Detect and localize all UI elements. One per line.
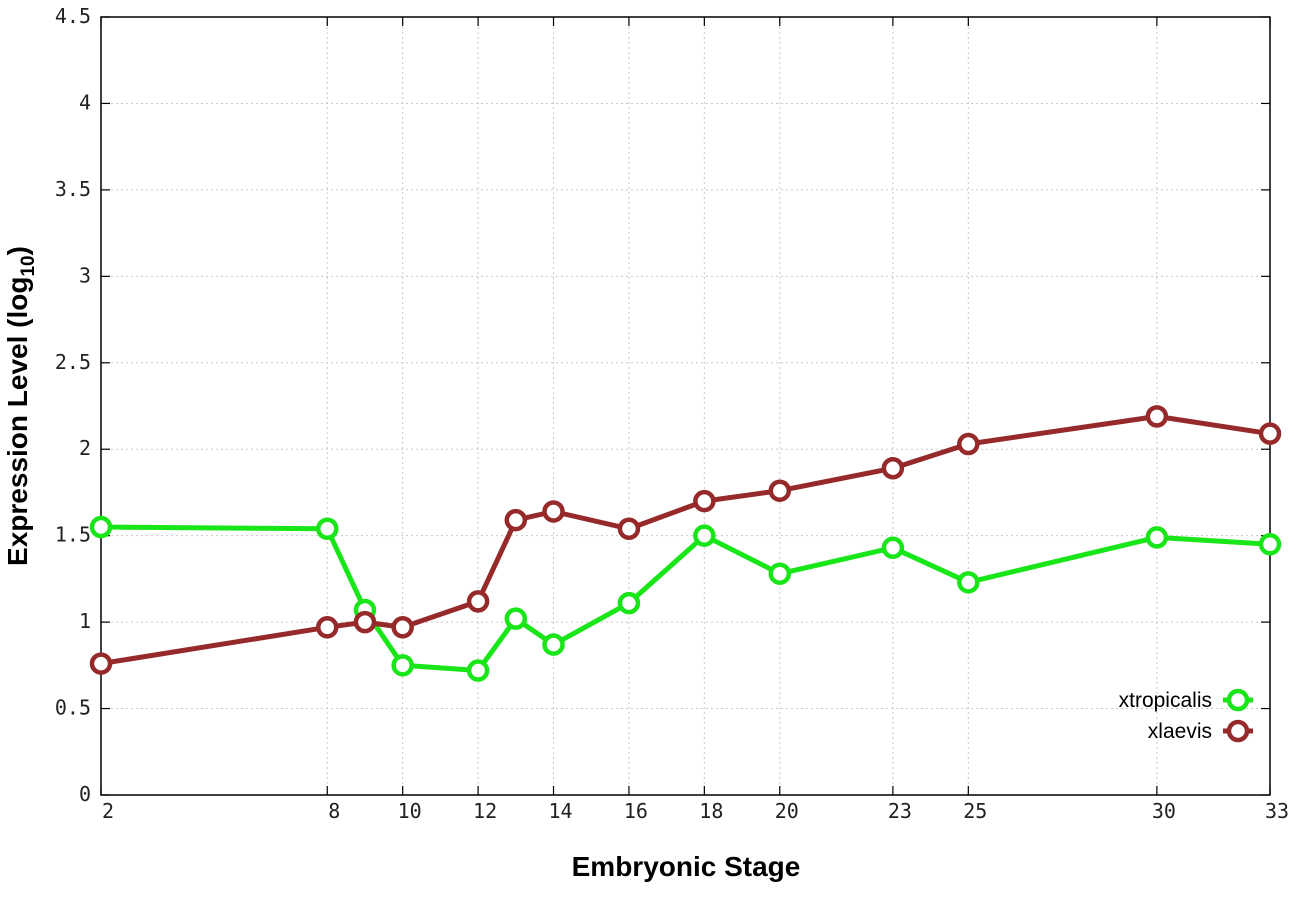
y-tick-label: 4 bbox=[79, 90, 91, 114]
y-tick-label: 1 bbox=[79, 609, 91, 633]
series bbox=[89, 405, 1282, 682]
x-tick-label: 16 bbox=[624, 799, 648, 823]
y-axis-title: Expression Level (log10) bbox=[2, 246, 39, 566]
y-axis-title-subscript: 10 bbox=[18, 255, 39, 276]
x-tick-label: 20 bbox=[775, 799, 799, 823]
series-line-xlaevis bbox=[100, 413, 1271, 667]
data-point-xlaevis bbox=[881, 456, 905, 480]
x-axis-tick-labels: 2 8 10 12 14 16 18 20 23 25 30 33 bbox=[102, 799, 1289, 823]
data-point-xlaevis bbox=[768, 479, 792, 502]
data-point-xtropicalis bbox=[693, 524, 716, 547]
legend-marker-xlaevis bbox=[1226, 719, 1250, 743]
data-point-xlaevis bbox=[391, 616, 414, 639]
x-tick-label: 8 bbox=[328, 799, 340, 823]
y-tick-label: 2.5 bbox=[55, 350, 91, 374]
legend-label-xlaevis: xlaevis bbox=[1148, 720, 1212, 743]
data-point-xlaevis bbox=[353, 610, 377, 634]
data-point-xlaevis bbox=[89, 652, 113, 675]
y-tick-label: 4.5 bbox=[55, 4, 91, 28]
data-point-xlaevis bbox=[693, 489, 716, 513]
data-point-xlaevis bbox=[542, 500, 565, 523]
x-tick-label: 33 bbox=[1265, 799, 1289, 823]
y-axis-title-close: ) bbox=[2, 246, 33, 255]
x-tick-label: 10 bbox=[398, 799, 422, 823]
y-tick-label: 2 bbox=[79, 436, 91, 460]
x-tick-label: 30 bbox=[1152, 799, 1176, 823]
grid bbox=[101, 17, 1270, 795]
data-point-xtropicalis bbox=[617, 591, 641, 615]
legend-label-xtropicalis: xtropicalis bbox=[1119, 689, 1212, 712]
legend-marker-xtropicalis bbox=[1226, 688, 1250, 712]
data-point-xtropicalis bbox=[1258, 533, 1282, 556]
legend: xtropicalis xlaevis bbox=[1119, 688, 1253, 743]
x-tick-label: 12 bbox=[473, 799, 497, 823]
x-tick-label: 25 bbox=[963, 799, 987, 823]
y-tick-label: 3 bbox=[79, 263, 91, 287]
y-tick-label: 0 bbox=[79, 782, 91, 806]
data-point-xtropicalis bbox=[542, 633, 565, 656]
tick-marks bbox=[100, 16, 1271, 796]
data-point-xtropicalis bbox=[391, 654, 414, 677]
y-axis-tick-labels: 0 0.5 1 1.5 2 2.5 3 3.5 4 4.5 bbox=[55, 4, 91, 806]
data-point-xtropicalis bbox=[957, 571, 980, 594]
data-point-xlaevis bbox=[1258, 422, 1282, 445]
x-tick-label: 2 bbox=[102, 799, 114, 823]
data-point-xlaevis bbox=[957, 432, 980, 456]
data-point-xlaevis bbox=[466, 590, 490, 613]
plot-frame bbox=[100, 16, 1271, 796]
y-tick-label: 0.5 bbox=[55, 696, 91, 720]
series-line-xtropicalis bbox=[100, 524, 1271, 673]
data-point-xlaevis bbox=[617, 517, 641, 541]
x-tick-label: 18 bbox=[699, 799, 723, 823]
data-point-xtropicalis bbox=[768, 562, 792, 585]
x-tick-label: 23 bbox=[888, 799, 912, 823]
data-point-xtropicalis bbox=[504, 607, 528, 630]
data-point-xtropicalis bbox=[1145, 526, 1169, 549]
data-point-xtropicalis bbox=[89, 515, 113, 539]
y-tick-label: 1.5 bbox=[55, 523, 91, 547]
y-tick-label: 3.5 bbox=[55, 177, 91, 201]
data-point-xlaevis bbox=[316, 616, 339, 639]
data-point-xtropicalis bbox=[316, 517, 339, 541]
data-point-xtropicalis bbox=[466, 659, 490, 682]
data-point-xlaevis bbox=[1145, 405, 1169, 428]
x-tick-label: 14 bbox=[548, 799, 572, 823]
data-point-xtropicalis bbox=[881, 536, 905, 560]
y-axis-title-main: Expression Level (log bbox=[2, 277, 33, 566]
x-axis-title: Embryonic Stage bbox=[572, 851, 801, 882]
data-point-xlaevis bbox=[504, 508, 528, 532]
